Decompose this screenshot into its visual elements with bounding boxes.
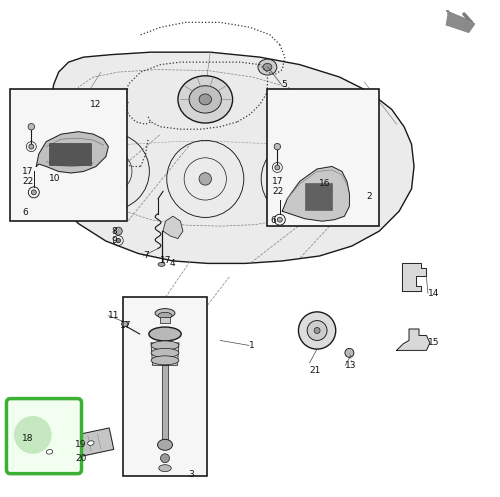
Text: 10: 10 (48, 174, 60, 183)
Polygon shape (446, 11, 474, 32)
Ellipse shape (149, 327, 181, 341)
Ellipse shape (258, 59, 277, 75)
Polygon shape (36, 132, 109, 173)
Text: 8: 8 (112, 227, 117, 236)
Polygon shape (163, 216, 183, 239)
Ellipse shape (151, 348, 179, 357)
Text: 4: 4 (170, 259, 175, 268)
Text: 2: 2 (367, 192, 372, 201)
Bar (160, 317, 170, 323)
Ellipse shape (189, 85, 222, 113)
Text: 11: 11 (108, 311, 120, 320)
Ellipse shape (151, 356, 179, 365)
Ellipse shape (160, 454, 170, 463)
Text: 22: 22 (272, 187, 283, 196)
Ellipse shape (274, 144, 280, 150)
Text: 6: 6 (271, 216, 276, 225)
Ellipse shape (314, 328, 320, 333)
Ellipse shape (307, 321, 327, 340)
Ellipse shape (158, 313, 172, 319)
Ellipse shape (46, 450, 52, 454)
Ellipse shape (199, 172, 211, 185)
Ellipse shape (275, 165, 280, 170)
Ellipse shape (298, 312, 336, 349)
Ellipse shape (75, 455, 82, 462)
Ellipse shape (158, 439, 172, 450)
Bar (304, 183, 332, 210)
Ellipse shape (151, 341, 179, 350)
Text: 20: 20 (75, 454, 86, 463)
Text: 12: 12 (90, 100, 102, 109)
Text: 6: 6 (22, 208, 28, 217)
Ellipse shape (158, 262, 165, 266)
Circle shape (14, 416, 52, 454)
Polygon shape (42, 52, 414, 263)
Ellipse shape (263, 63, 272, 71)
Bar (124, 297, 207, 476)
Text: 1: 1 (249, 341, 255, 350)
Text: 9: 9 (112, 236, 117, 245)
Polygon shape (282, 166, 350, 221)
Text: 17: 17 (272, 177, 284, 186)
Polygon shape (151, 343, 179, 365)
Ellipse shape (104, 165, 117, 177)
Bar (162, 365, 168, 442)
Text: 18: 18 (22, 434, 34, 443)
Ellipse shape (294, 172, 306, 185)
Ellipse shape (155, 309, 175, 318)
Ellipse shape (74, 441, 83, 450)
Text: 5: 5 (282, 80, 287, 89)
FancyBboxPatch shape (6, 399, 82, 474)
Ellipse shape (199, 94, 211, 105)
Polygon shape (26, 428, 114, 467)
Polygon shape (396, 329, 430, 350)
Text: 17: 17 (22, 167, 34, 176)
Ellipse shape (29, 144, 34, 149)
Text: 21: 21 (310, 366, 321, 375)
Ellipse shape (345, 348, 354, 357)
Text: 16: 16 (318, 179, 330, 188)
Bar (268, 89, 379, 226)
Ellipse shape (116, 239, 120, 243)
Ellipse shape (28, 124, 34, 130)
Ellipse shape (159, 465, 171, 472)
Text: 17: 17 (120, 321, 132, 330)
Ellipse shape (122, 322, 128, 327)
Text: 22: 22 (22, 177, 34, 186)
Ellipse shape (88, 441, 94, 445)
Text: 15: 15 (428, 338, 440, 347)
Bar (48, 143, 91, 165)
Polygon shape (402, 263, 426, 291)
Text: 19: 19 (75, 440, 86, 449)
Ellipse shape (114, 227, 122, 235)
Bar (10, 89, 127, 221)
Text: 17: 17 (160, 256, 171, 265)
Text: 13: 13 (346, 361, 357, 370)
Text: 7: 7 (143, 251, 149, 260)
Text: 14: 14 (428, 289, 440, 298)
Text: 3: 3 (188, 470, 194, 479)
Ellipse shape (278, 217, 282, 222)
Ellipse shape (32, 190, 36, 195)
Ellipse shape (178, 76, 233, 123)
